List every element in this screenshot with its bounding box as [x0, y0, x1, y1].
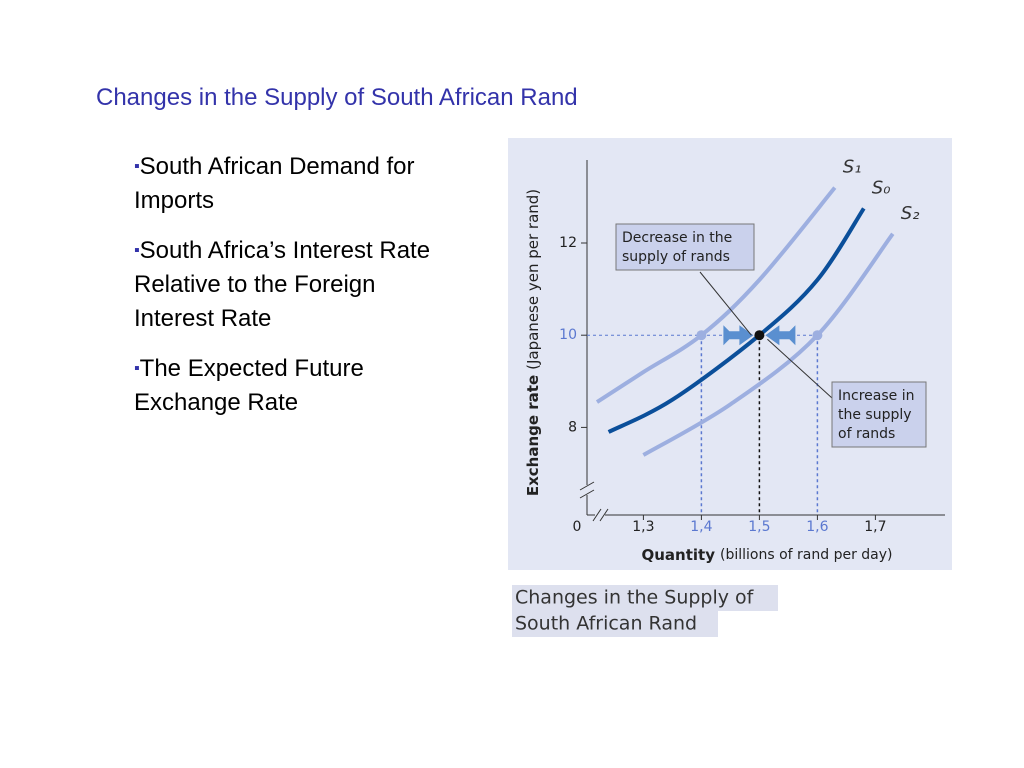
caption-text: South African Rand — [515, 613, 697, 635]
caption-text: Changes in the Supply of — [515, 587, 755, 609]
x-tick-label: 1,6 — [806, 519, 828, 535]
annotation-text: the supply — [838, 407, 912, 423]
annotation-text: supply of rands — [622, 249, 730, 265]
x-origin-label: 0 — [573, 519, 582, 535]
equilibrium-point — [754, 330, 765, 341]
y-tick-label: 10 — [559, 327, 577, 343]
chart-panel — [508, 138, 952, 570]
y-axis-title-unit: (Japanese yen per rand) — [524, 189, 542, 370]
annotation-box — [615, 223, 755, 271]
slide-title: Changes in the Supply of South African R… — [96, 84, 578, 111]
y-tick-label: 12 — [559, 235, 577, 251]
x-axis-title: Quantity (billions of rand per day) — [642, 546, 893, 564]
supply-curve — [642, 232, 895, 457]
x-tick-label: 1,5 — [748, 519, 770, 535]
y-axis-title-main: Exchange rate — [524, 375, 542, 496]
x-axis-title-main: Quantity — [642, 546, 716, 564]
bullet-list: ▪South African Demand for Imports ▪South … — [134, 150, 444, 436]
equilibrium-point — [696, 330, 707, 341]
bullet: ▪South Africa’s Interest Rate Relative t… — [134, 234, 444, 336]
bullet-marker: ▪ — [134, 158, 140, 175]
y-tick-label: 8 — [568, 419, 577, 435]
series-label: S₂ — [901, 203, 920, 224]
bullet-marker: ▪ — [134, 360, 140, 377]
x-axis-title-unit: (billions of rand per day) — [720, 547, 893, 563]
equilibrium-point — [812, 330, 823, 341]
annotation-text: Decrease in the — [622, 230, 732, 246]
leader-line — [699, 271, 752, 336]
series-label: S₁ — [843, 157, 862, 178]
bullet: ▪South African Demand for Imports — [134, 150, 444, 218]
bullet-text: The Expected Future Exchange Rate — [134, 355, 364, 416]
annotation-text: of rands — [838, 426, 895, 442]
axis-break — [592, 508, 609, 522]
caption-background — [512, 611, 718, 637]
bullet-marker: ▪ — [134, 242, 140, 259]
bullet: ▪The Expected Future Exchange Rate — [134, 352, 444, 420]
leader-line — [767, 338, 833, 399]
bullet-text: South Africa’s Interest Rate Relative to… — [134, 237, 431, 332]
axis-break — [579, 481, 595, 499]
series-label: S₀ — [872, 177, 891, 198]
x-tick-label: 1,3 — [632, 519, 654, 535]
caption-background — [512, 585, 778, 611]
y-axis-title: Exchange rate (Japanese yen per rand) — [524, 189, 542, 496]
x-tick-label: 1,4 — [690, 519, 712, 535]
bullet-text: South African Demand for Imports — [134, 153, 415, 214]
x-tick-label: 1,7 — [864, 519, 886, 535]
annotation-text: Increase in — [838, 388, 914, 404]
shift-arrow — [723, 325, 754, 346]
annotation-box — [831, 381, 927, 448]
shift-arrow — [765, 325, 796, 346]
